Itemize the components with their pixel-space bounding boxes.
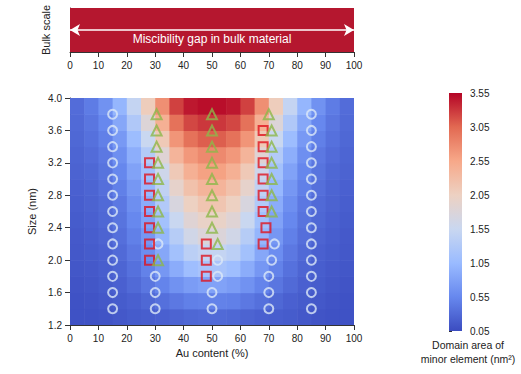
svg-text:0: 0 [67, 333, 73, 344]
svg-text:40: 40 [178, 60, 190, 71]
svg-text:0: 0 [67, 60, 73, 71]
svg-text:60: 60 [235, 333, 247, 344]
svg-text:50: 50 [206, 333, 218, 344]
svg-text:2.05: 2.05 [470, 190, 490, 201]
svg-text:3.55: 3.55 [470, 88, 490, 99]
svg-text:0.55: 0.55 [470, 292, 490, 303]
svg-text:3.05: 3.05 [470, 122, 490, 133]
svg-text:30: 30 [150, 333, 162, 344]
svg-text:10: 10 [93, 333, 105, 344]
svg-text:Bulk scale: Bulk scale [40, 5, 52, 55]
svg-text:1.05: 1.05 [470, 258, 490, 269]
svg-text:Miscibility gap in bulk materi: Miscibility gap in bulk material [133, 32, 292, 46]
svg-text:30: 30 [150, 60, 162, 71]
svg-text:60: 60 [235, 60, 247, 71]
svg-text:1.55: 1.55 [470, 224, 490, 235]
svg-text:0.05: 0.05 [470, 326, 490, 337]
svg-text:70: 70 [263, 333, 275, 344]
svg-text:90: 90 [320, 333, 332, 344]
svg-text:3.6: 3.6 [48, 125, 62, 136]
svg-text:Size (nm): Size (nm) [26, 188, 38, 235]
svg-text:100: 100 [346, 60, 363, 71]
svg-text:Domain area of: Domain area of [432, 339, 504, 351]
svg-text:1.2: 1.2 [48, 320, 62, 331]
svg-text:40: 40 [178, 333, 190, 344]
svg-text:4.0: 4.0 [48, 93, 62, 104]
svg-text:1.6: 1.6 [48, 287, 62, 298]
svg-text:2.0: 2.0 [48, 255, 62, 266]
svg-text:Au content (%): Au content (%) [176, 347, 249, 359]
svg-text:2.8: 2.8 [48, 190, 62, 201]
svg-text:80: 80 [292, 60, 304, 71]
svg-text:2.55: 2.55 [470, 156, 490, 167]
svg-text:20: 20 [121, 333, 133, 344]
svg-text:2.4: 2.4 [48, 222, 62, 233]
svg-text:10: 10 [93, 60, 105, 71]
svg-text:90: 90 [320, 60, 332, 71]
svg-text:minor element (nm²): minor element (nm²) [421, 353, 516, 365]
svg-text:50: 50 [206, 60, 218, 71]
svg-text:70: 70 [263, 60, 275, 71]
svg-text:20: 20 [121, 60, 133, 71]
svg-text:3.2: 3.2 [48, 157, 62, 168]
svg-text:80: 80 [292, 333, 304, 344]
svg-text:100: 100 [346, 333, 363, 344]
